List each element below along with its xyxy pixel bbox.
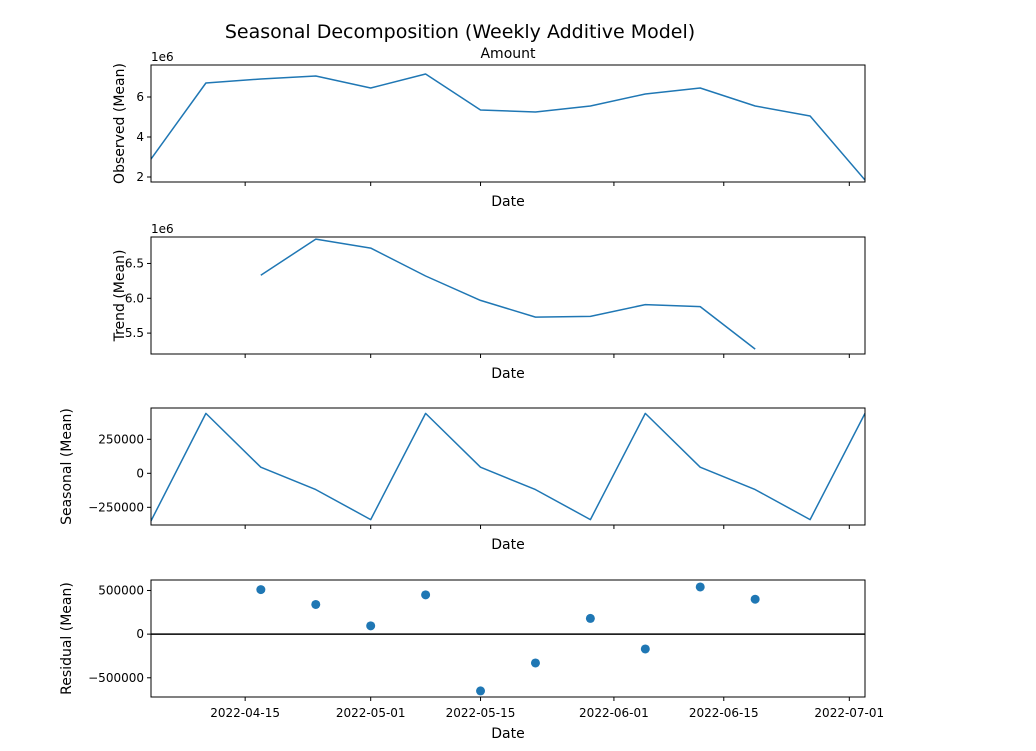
seasonal-ylabel: Seasonal (Mean)	[59, 408, 75, 525]
residual-xtick-label-5: 2022-07-01	[814, 706, 884, 720]
seasonal-ytick-label-2: 250000	[98, 432, 144, 446]
seasonal-ytick-label-0: −250000	[88, 500, 144, 514]
observed-ylabel: Observed (Mean)	[112, 63, 128, 184]
residual-series	[256, 582, 760, 696]
panels: 2 4 6 1e6 Amount Date Observed (Mean) 5.5 6.0 6.5…	[59, 46, 884, 742]
residual-ytick-label-2: 500000	[98, 583, 144, 597]
residual-ylabel: Residual (Mean)	[59, 582, 75, 695]
trend-ytick-label-1: 6.0	[125, 291, 144, 305]
residual-point-8	[695, 582, 705, 592]
observed-ytick-label-0: 2	[136, 170, 144, 184]
residual-xlabel: Date	[491, 726, 524, 742]
residual-xtick-label-0: 2022-04-15	[210, 706, 280, 720]
seasonal-series	[151, 412, 865, 522]
residual-point-9	[750, 594, 760, 604]
residual-xtick-label-4: 2022-06-15	[689, 706, 759, 720]
observed-offset-text: 1e6	[151, 50, 174, 64]
residual-axes-frame	[150, 579, 866, 698]
observed-series	[151, 73, 865, 181]
trend-series	[260, 238, 756, 350]
residual-xtick-label-3: 2022-06-01	[579, 706, 649, 720]
trend-xlabel: Date	[491, 366, 524, 382]
trend-axes-frame	[150, 236, 866, 355]
trend-offset-text: 1e6	[151, 222, 174, 236]
observed-ytick-label-1: 4	[136, 130, 144, 144]
observed-axes-frame	[150, 64, 866, 183]
seasonal-line	[151, 412, 865, 522]
panel-trend: 5.5 6.0 6.5 1e6 Date Trend (Mean)	[112, 222, 866, 382]
observed-ytick-label-2: 6	[136, 90, 144, 104]
residual-point-0	[256, 585, 266, 595]
seasonal-ytick-label-1: 0	[136, 466, 144, 480]
panel-observed: 2 4 6 1e6 Amount Date Observed (Mean)	[112, 46, 866, 210]
observed-title: Amount	[480, 46, 536, 62]
residual-point-3	[421, 590, 431, 600]
trend-line	[260, 238, 756, 350]
residual-point-6	[585, 613, 595, 623]
residual-point-2	[366, 621, 376, 631]
trend-ytick-label-0: 5.5	[125, 326, 144, 340]
residual-ytick-label-0: −500000	[88, 671, 144, 685]
residual-xtick-label-2: 2022-05-15	[446, 706, 516, 720]
trend-ytick-label-2: 6.5	[125, 256, 144, 270]
seasonal-axes-frame	[150, 407, 866, 526]
residual-point-1	[311, 599, 321, 609]
residual-xtick-label-1: 2022-05-01	[336, 706, 406, 720]
residual-point-7	[640, 644, 650, 654]
residual-point-5	[530, 658, 540, 668]
panel-seasonal: −250000 0 250000 Date Seasonal (Mean)	[59, 407, 866, 553]
observed-xlabel: Date	[491, 194, 524, 210]
figure-title: Seasonal Decomposition (Weekly Additive …	[225, 21, 695, 43]
trend-ylabel: Trend (Mean)	[112, 250, 128, 343]
seasonal-xlabel: Date	[491, 537, 524, 553]
panel-residual: −500000 0 500000 2022-04-15 2022-05-01 2022-0…	[59, 579, 884, 742]
residual-ytick-label-1: 0	[136, 627, 144, 641]
observed-line	[151, 73, 865, 181]
residual-point-4	[476, 686, 486, 696]
